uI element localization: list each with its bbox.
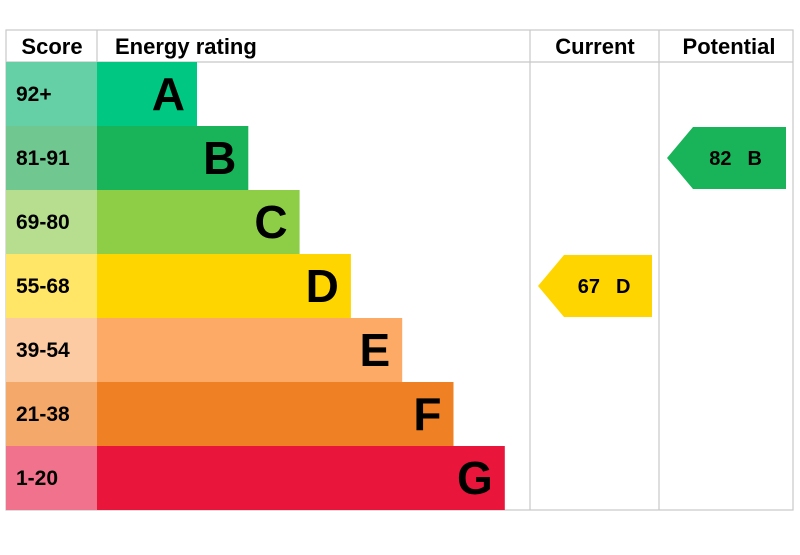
band-bar-f xyxy=(97,382,454,446)
band-letter-c: C xyxy=(254,196,287,248)
score-range-e: 39-54 xyxy=(16,339,70,362)
band-bar-c xyxy=(97,190,300,254)
current-rating-arrow-shape xyxy=(538,255,652,317)
score-header: Score xyxy=(21,34,82,59)
score-cell-c xyxy=(6,190,97,254)
score-range-a: 92+ xyxy=(16,83,52,106)
score-cell-g xyxy=(6,446,97,510)
current-rating-arrow: 67 D xyxy=(538,255,652,317)
band-letter-f: F xyxy=(413,388,441,440)
current-rating-arrow-score: 67 xyxy=(578,276,600,298)
band-row-c: 69-80 C xyxy=(6,190,300,254)
rating-bands: 92+ A 81-91 B 69-80 C 55-68 D 39-54 E 21-38 F 1-20 G xyxy=(6,62,505,510)
band-letter-d: D xyxy=(306,260,339,312)
potential-rating-arrow-shape xyxy=(667,127,786,189)
band-bar-e xyxy=(97,318,403,382)
score-range-g: 1-20 xyxy=(16,467,58,490)
band-row-f: 21-38 F xyxy=(6,382,454,446)
score-cell-f xyxy=(6,382,97,446)
score-range-f: 21-38 xyxy=(16,403,70,426)
current-header: Current xyxy=(555,34,635,59)
band-row-g: 1-20 G xyxy=(6,446,505,510)
potential-header: Potential xyxy=(683,34,776,59)
band-letter-e: E xyxy=(360,324,391,376)
band-letter-a: A xyxy=(152,68,185,120)
score-range-b: 81-91 xyxy=(16,147,70,170)
band-row-a: 92+ A xyxy=(6,62,197,126)
score-range-c: 69-80 xyxy=(16,211,70,234)
score-cell-e xyxy=(6,318,97,382)
score-cell-b xyxy=(6,126,97,190)
band-letter-b: B xyxy=(203,132,236,184)
band-letter-g: G xyxy=(457,452,493,504)
band-row-b: 81-91 B xyxy=(6,126,249,190)
potential-rating-arrow: 82 B xyxy=(667,127,786,189)
current-rating-arrow-band: D xyxy=(616,276,630,298)
rating-arrows: 67 D 82 B xyxy=(538,127,786,317)
score-cell-d xyxy=(6,254,97,318)
band-row-d: 55-68 D xyxy=(6,254,351,318)
band-bar-g xyxy=(97,446,505,510)
band-row-e: 39-54 E xyxy=(6,318,403,382)
score-range-d: 55-68 xyxy=(16,275,70,298)
score-cell-a xyxy=(6,62,97,126)
energy-rating-header: Energy rating xyxy=(115,34,257,59)
potential-rating-arrow-score: 82 xyxy=(709,148,731,170)
potential-rating-arrow-band: B xyxy=(748,148,762,170)
band-bar-a xyxy=(97,62,197,126)
band-bar-d xyxy=(97,254,351,318)
band-bar-b xyxy=(97,126,249,190)
